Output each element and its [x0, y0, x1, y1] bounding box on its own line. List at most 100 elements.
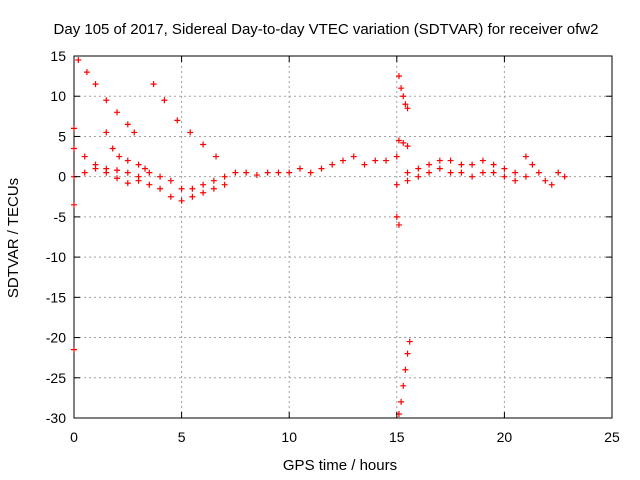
data-point	[350, 153, 357, 160]
data-point	[135, 177, 142, 184]
data-point	[81, 169, 88, 176]
data-point	[210, 185, 217, 192]
data-point	[71, 346, 77, 353]
data-point	[200, 181, 207, 188]
data-point	[393, 213, 400, 220]
data-point	[548, 181, 555, 188]
data-point	[92, 165, 99, 172]
series-descending-arc-1	[75, 57, 138, 136]
data-point	[157, 173, 164, 180]
series-tail-band	[522, 153, 568, 188]
data-point	[329, 161, 336, 168]
data-point	[200, 141, 207, 148]
data-point	[161, 97, 168, 104]
data-point	[400, 93, 407, 100]
x-tick-label: 0	[70, 429, 78, 445]
data-point	[402, 101, 409, 108]
data-point	[398, 85, 405, 92]
data-point	[157, 185, 164, 192]
data-point	[318, 165, 325, 172]
x-tick-label: 5	[178, 429, 186, 445]
x-axis-label: GPS time / hours	[283, 457, 397, 474]
series-lower-band-right	[393, 165, 529, 188]
data-point	[398, 398, 405, 405]
data-point	[167, 177, 174, 184]
tick-layer: 0 5 10 15 20 25 -30 -25 -20 -15 -10 -5 0 5 10 15	[46, 48, 620, 445]
series-upper-band-right	[404, 157, 519, 176]
series-descending-arc-2	[150, 81, 220, 160]
data-point	[135, 161, 142, 168]
data-point	[529, 161, 536, 168]
y-axis-label: SDTVAR / TECUs	[5, 178, 22, 298]
data-point	[542, 177, 549, 184]
data-point	[383, 157, 390, 164]
data-point	[124, 180, 131, 187]
data-point	[131, 129, 138, 136]
data-point	[469, 173, 476, 180]
data-point	[490, 169, 497, 176]
data-point	[75, 57, 82, 64]
data-point	[71, 145, 77, 152]
data-point	[426, 169, 433, 176]
data-point	[124, 169, 131, 176]
series-short-arc-4	[103, 129, 149, 172]
data-point	[189, 185, 196, 192]
data-point	[189, 193, 196, 200]
series-isolated-points	[71, 125, 77, 353]
data-point	[395, 137, 402, 144]
series-small-segment-near-15	[393, 213, 402, 228]
x-tick-label: 20	[497, 429, 513, 445]
data-point	[221, 181, 228, 188]
data-point	[221, 173, 228, 180]
data-point	[103, 97, 110, 104]
data-point	[210, 177, 217, 184]
data-point	[501, 165, 508, 172]
data-point	[146, 169, 153, 176]
data-point	[103, 165, 110, 172]
data-point	[400, 139, 407, 146]
data-point	[404, 350, 411, 357]
data-point	[286, 169, 293, 176]
data-point	[561, 173, 568, 180]
data-point	[555, 169, 562, 176]
data-point	[393, 181, 400, 188]
y-tick-label: -10	[46, 249, 66, 265]
data-point	[447, 157, 454, 164]
plot-area-layer	[73, 55, 613, 419]
data-point	[400, 382, 407, 389]
data-point	[232, 169, 239, 176]
x-tick-label: 25	[604, 429, 620, 445]
data-point	[361, 161, 368, 168]
data-point	[395, 221, 402, 228]
data-point	[142, 165, 149, 172]
data-point	[415, 165, 422, 172]
plot-frame	[73, 55, 613, 419]
data-point	[404, 169, 411, 176]
data-point	[436, 165, 443, 172]
data-point	[372, 157, 379, 164]
data-point	[264, 169, 271, 176]
data-point	[512, 169, 519, 176]
data-series-layer	[71, 57, 568, 417]
data-point	[479, 157, 486, 164]
y-tick-label: -5	[54, 209, 67, 225]
grid-layer	[74, 56, 612, 418]
data-point	[447, 169, 454, 176]
data-point	[83, 69, 90, 76]
series-main-band	[71, 153, 400, 192]
data-point	[103, 129, 110, 136]
y-tick-label: -15	[46, 289, 66, 305]
series-steep-lower-arc	[395, 338, 413, 417]
chart-title: Day 105 of 2017, Sidereal Day-to-day VTE…	[54, 21, 599, 38]
data-point	[114, 109, 121, 116]
data-point	[512, 177, 519, 184]
data-point	[340, 157, 346, 164]
data-point	[243, 169, 250, 176]
data-point	[71, 201, 77, 208]
data-point	[404, 143, 411, 150]
y-tick-label: -25	[46, 370, 66, 386]
series-descending-arc-3	[71, 145, 131, 187]
y-tick-label: -20	[46, 330, 66, 346]
x-tick-label: 15	[389, 429, 405, 445]
